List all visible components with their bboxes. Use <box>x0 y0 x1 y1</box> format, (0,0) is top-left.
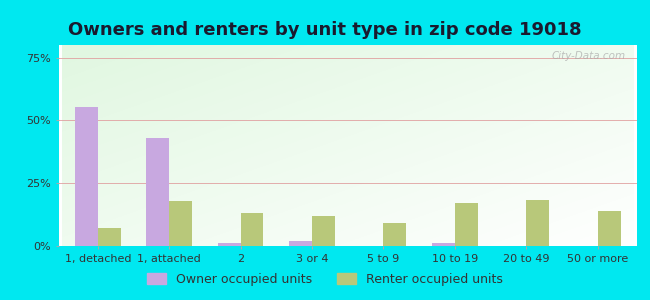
Bar <box>432 244 455 246</box>
Bar <box>312 216 335 246</box>
Bar <box>218 244 240 246</box>
Legend: Owner occupied units, Renter occupied units: Owner occupied units, Renter occupied un… <box>142 268 508 291</box>
Bar <box>455 203 478 246</box>
Bar <box>384 224 406 246</box>
Bar <box>169 201 192 246</box>
Bar <box>75 106 98 246</box>
Bar <box>146 138 169 246</box>
Bar <box>240 213 263 246</box>
Text: City-Data.com: City-Data.com <box>551 51 625 61</box>
Bar <box>98 228 121 246</box>
Bar <box>598 211 621 246</box>
Bar <box>289 241 312 246</box>
Bar <box>526 200 549 246</box>
Text: Owners and renters by unit type in zip code 19018: Owners and renters by unit type in zip c… <box>68 21 582 39</box>
